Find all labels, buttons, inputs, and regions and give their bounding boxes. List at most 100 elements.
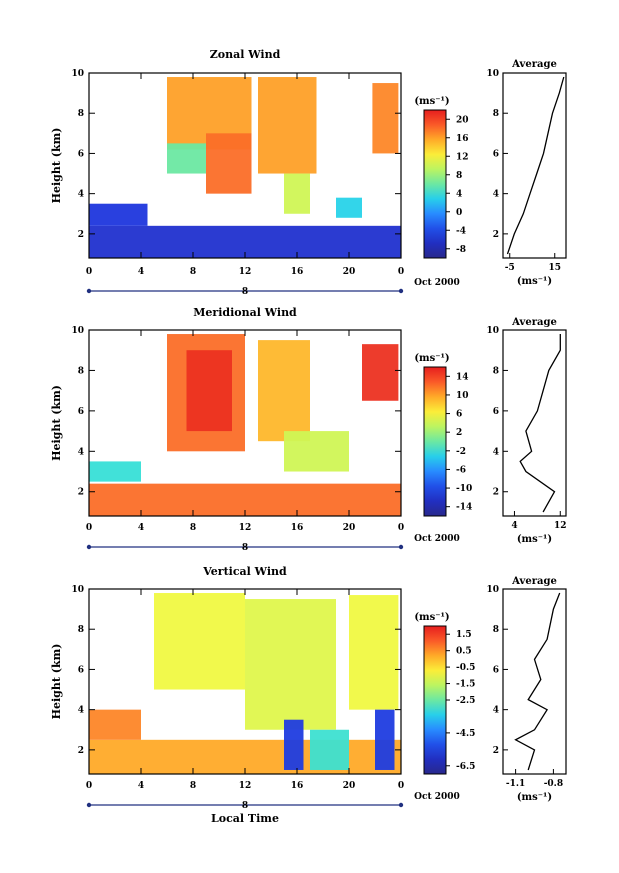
colorbar-tick-label: -8 bbox=[456, 245, 466, 255]
heatmap-cell bbox=[89, 203, 148, 226]
day-span-start bbox=[86, 288, 92, 294]
y-tick-label: 8 bbox=[78, 366, 84, 376]
profile-x-label: (ms⁻¹) bbox=[517, 534, 552, 545]
colorbar-tick-label: -6.5 bbox=[456, 762, 475, 772]
y-tick-label: 8 bbox=[78, 625, 84, 635]
day-label: 8 bbox=[242, 801, 248, 811]
heatmap-cell bbox=[258, 77, 317, 174]
heatmap-cell bbox=[336, 197, 362, 218]
colorbar-tick-label: -2 bbox=[456, 447, 466, 457]
colorbar-tick-label: 6 bbox=[456, 410, 462, 420]
x-tick-label: 4 bbox=[138, 523, 144, 533]
x-axis-label: Local Time bbox=[211, 812, 279, 825]
x-tick-label: 20 bbox=[343, 781, 356, 791]
colorbar-tick-label: 20 bbox=[456, 115, 469, 125]
profile-y-tick-label: 6 bbox=[493, 407, 499, 417]
profile-title: Average bbox=[511, 317, 557, 328]
profile-y-tick-label: 2 bbox=[493, 746, 499, 756]
panel-3: Vertical Wind Height (km) 0 4 8 12 16 20 0 2 4 6 8 10… bbox=[50, 565, 567, 811]
heatmap-cell bbox=[167, 143, 206, 174]
heatmap-cell bbox=[375, 709, 395, 770]
heatmap-cell bbox=[186, 350, 232, 432]
x-tick-label: 4 bbox=[138, 781, 144, 791]
colorbar-unit: (ms⁻¹) bbox=[414, 353, 449, 364]
x-tick-label: 12 bbox=[239, 781, 252, 791]
profile-x-tick-label: -5 bbox=[505, 263, 515, 273]
y-axis-label: Height (km) bbox=[50, 385, 63, 461]
colorbar-unit: (ms⁻¹) bbox=[414, 612, 449, 623]
colorbar-tick-label: -10 bbox=[456, 484, 472, 494]
day-span-start bbox=[86, 802, 92, 808]
colorbar-tick-label: 0 bbox=[456, 208, 462, 218]
y-axis-label: Height (km) bbox=[50, 128, 63, 204]
colorbar-tick-label: 2 bbox=[456, 428, 462, 438]
colorbar-tick-label: 12 bbox=[456, 152, 469, 162]
profile-x-tick-label: 12 bbox=[554, 521, 567, 531]
day-span-end bbox=[398, 802, 404, 808]
y-tick-label: 4 bbox=[78, 706, 84, 716]
colorbar-tick-label: 4 bbox=[456, 189, 462, 199]
y-tick-label: 10 bbox=[71, 585, 84, 595]
x-tick-label: 0 bbox=[398, 781, 404, 791]
heatmap-cell bbox=[284, 173, 310, 214]
profile-y-tick-label: 10 bbox=[486, 326, 499, 336]
heatmap-cell bbox=[372, 83, 399, 154]
colorbar-tick-label: 14 bbox=[456, 372, 469, 382]
profile-frame bbox=[502, 72, 567, 259]
profile-y-tick-label: 6 bbox=[493, 665, 499, 675]
heatmap-cell bbox=[284, 719, 304, 770]
profile-x-tick-label: 4 bbox=[511, 521, 517, 531]
profile-line bbox=[519, 334, 561, 513]
colorbar bbox=[423, 625, 447, 775]
profile-y-tick-label: 10 bbox=[486, 69, 499, 79]
colorbar-tick-label: -4.5 bbox=[456, 729, 475, 739]
y-tick-label: 4 bbox=[78, 190, 84, 200]
x-tick-label: 12 bbox=[239, 267, 252, 277]
profile-x-tick-label: 15 bbox=[548, 263, 561, 273]
y-axis-label: Height (km) bbox=[50, 644, 63, 720]
day-span-end bbox=[398, 288, 404, 294]
date-label: Oct 2000 bbox=[414, 534, 460, 544]
profile-y-tick-label: 6 bbox=[493, 149, 499, 159]
panel-title: Meridional Wind bbox=[193, 306, 297, 319]
profile-y-tick-label: 8 bbox=[493, 366, 499, 376]
heatmap-cell bbox=[154, 593, 245, 690]
colorbar-tick-label: 1.5 bbox=[456, 630, 472, 640]
colorbar bbox=[423, 366, 447, 517]
y-tick-label: 4 bbox=[78, 447, 84, 457]
colorbar-tick-label: 8 bbox=[456, 171, 462, 181]
colorbar-tick-label: 16 bbox=[456, 134, 469, 144]
heatmap-cell bbox=[89, 461, 141, 482]
x-tick-label: 0 bbox=[398, 267, 404, 277]
x-tick-label: 8 bbox=[190, 781, 196, 791]
x-tick-label: 8 bbox=[190, 523, 196, 533]
x-tick-label: 4 bbox=[138, 267, 144, 277]
profile-frame bbox=[502, 588, 567, 775]
profile-line bbox=[514, 592, 561, 771]
profile-y-tick-label: 10 bbox=[486, 585, 499, 595]
x-tick-label: 16 bbox=[291, 267, 304, 277]
x-tick-label: 0 bbox=[86, 781, 92, 791]
colorbar-tick-label: -6 bbox=[456, 465, 466, 475]
heatmap-cell bbox=[89, 709, 141, 740]
profile-y-tick-label: 8 bbox=[493, 625, 499, 635]
profile-y-tick-label: 2 bbox=[493, 230, 499, 240]
day-label: 8 bbox=[242, 543, 248, 553]
profile-title: Average bbox=[511, 59, 557, 70]
panel-2: Meridional Wind Height (km) 0 4 8 12 16 20 0 2 4 6 8… bbox=[50, 306, 567, 553]
heatmap-cell bbox=[310, 729, 349, 770]
x-tick-label: 20 bbox=[343, 267, 356, 277]
date-label: Oct 2000 bbox=[414, 278, 460, 288]
profile-line bbox=[506, 76, 565, 255]
profile-y-tick-label: 4 bbox=[493, 706, 499, 716]
x-tick-label: 20 bbox=[343, 523, 356, 533]
profile-x-label: (ms⁻¹) bbox=[517, 792, 552, 803]
colorbar-tick-label: -1.5 bbox=[456, 680, 475, 690]
colorbar-tick-label: 0.5 bbox=[456, 647, 472, 657]
x-tick-label: 16 bbox=[291, 781, 304, 791]
heatmap-cell bbox=[362, 344, 399, 401]
y-tick-label: 10 bbox=[71, 326, 84, 336]
profile-x-tick-label: -0.8 bbox=[544, 779, 563, 789]
